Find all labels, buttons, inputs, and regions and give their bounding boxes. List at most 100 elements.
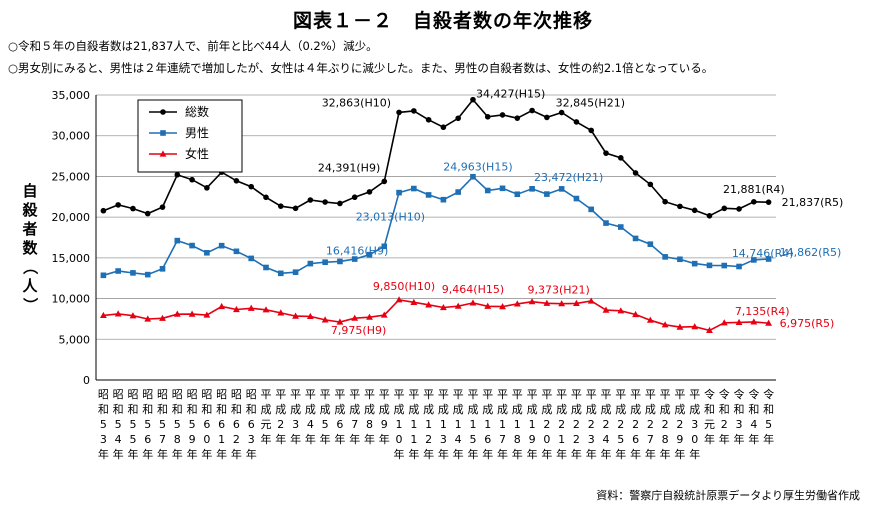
x-tick-label: 昭和 5 9年 [187,388,198,461]
data-point [292,205,299,212]
data-point [336,318,344,325]
data-point [603,150,609,156]
data-point [603,220,609,226]
data-point [470,96,476,103]
legend-label: 総数 [185,104,209,119]
data-point [159,314,166,321]
series-male [100,173,772,279]
data-point [677,256,683,263]
x-tick-label: 平成 1 6年 [482,388,493,461]
data-point [410,298,418,305]
x-tick-char: 0 [543,433,550,446]
data-point [263,264,269,271]
x-tick-label: 平成 1 5年 [467,388,478,461]
x-tick-char: 成 [305,403,316,416]
data-point [247,304,255,311]
x-tick-char: 成 [645,403,656,416]
data-point [662,254,668,260]
data-point [765,256,772,262]
x-tick-char: 9 [381,418,388,431]
x-tick-char: 2 [543,418,550,431]
data-point [425,116,432,123]
data-point [544,114,550,121]
x-tick-char: 年 [763,432,774,446]
data-label: 9,464(H15) [442,283,504,296]
x-tick-char: 年 [571,447,582,461]
data-point [514,191,521,198]
x-tick-char: 成 [615,403,626,416]
data-point [277,203,284,209]
data-point [587,297,595,304]
x-tick-char: 2 [647,418,654,431]
data-point [100,207,107,214]
x-tick-label: 昭和 6 2年 [231,388,242,461]
x-tick-char: 1 [440,418,447,431]
x-tick-char: 年 [423,447,434,461]
x-tick-char: 和 [98,403,109,416]
x-tick-char: 成 [586,403,597,416]
x-tick-char: 昭 [231,388,242,401]
x-tick-char: 4 [603,433,610,446]
data-point [691,207,698,214]
data-point [173,310,181,317]
x-tick-char: 平 [349,388,360,401]
data-point [189,242,195,249]
data-point [292,269,299,275]
data-point [529,107,535,114]
x-tick-label: 平成 1 7年 [497,388,508,461]
x-tick-char: 2 [632,418,639,431]
data-point [647,241,654,247]
x-tick-char: 年 [157,447,168,461]
x-tick-char: 6 [144,433,151,446]
data-point [677,203,683,210]
x-tick-char: 平 [423,388,434,401]
x-tick-char: 年 [394,447,405,461]
y-tick-label: 15,000 [52,252,91,265]
data-point [130,270,136,276]
data-point [484,302,492,309]
x-tick-char: 年 [408,447,419,461]
data-point [322,259,328,265]
data-point [263,194,269,201]
x-tick-char: 年 [349,432,360,446]
x-tick-char: 昭 [187,388,198,401]
data-point [691,323,699,330]
x-tick-char: 元 [261,418,272,431]
x-tick-label: 平成 5年 [320,388,331,446]
x-tick-char: 5 [174,418,181,431]
data-point [514,115,521,121]
data-point [543,299,551,306]
x-tick-char: 成 [349,403,360,416]
data-point [469,299,477,306]
y-axis-title-char: 数 [22,239,38,257]
x-tick-char: 2 [676,418,683,431]
data-point [751,257,757,263]
x-tick-char: 3 [292,418,299,431]
source-note: 資料：警察庁自殺統計原票データより厚生労働省作成 [596,489,860,502]
data-point [691,260,698,267]
data-point [455,189,461,195]
x-tick-char: 年 [438,447,449,461]
data-point [115,268,121,274]
x-tick-char: 平 [571,388,582,401]
x-tick-char: 年 [482,447,493,461]
x-tick-label: 平成 2 7年 [645,388,656,461]
data-point [647,181,654,188]
x-tick-char: 和 [704,403,715,416]
x-tick-char: 年 [98,447,109,461]
data-label: 7,975(H9) [331,324,386,337]
x-tick-char: 平 [305,388,316,401]
x-tick-char: 年 [556,447,567,461]
x-tick-char: 2 [603,418,610,431]
data-point [632,310,639,318]
x-tick-char: 0 [396,433,403,446]
x-tick-char: 5 [129,418,136,431]
x-tick-char: 年 [275,432,286,446]
data-point [204,185,210,191]
data-point [159,204,166,210]
x-tick-char: 成 [438,403,449,416]
data-point [425,192,432,198]
x-tick-char: 3 [248,433,255,446]
x-tick-char: 成 [630,403,641,416]
